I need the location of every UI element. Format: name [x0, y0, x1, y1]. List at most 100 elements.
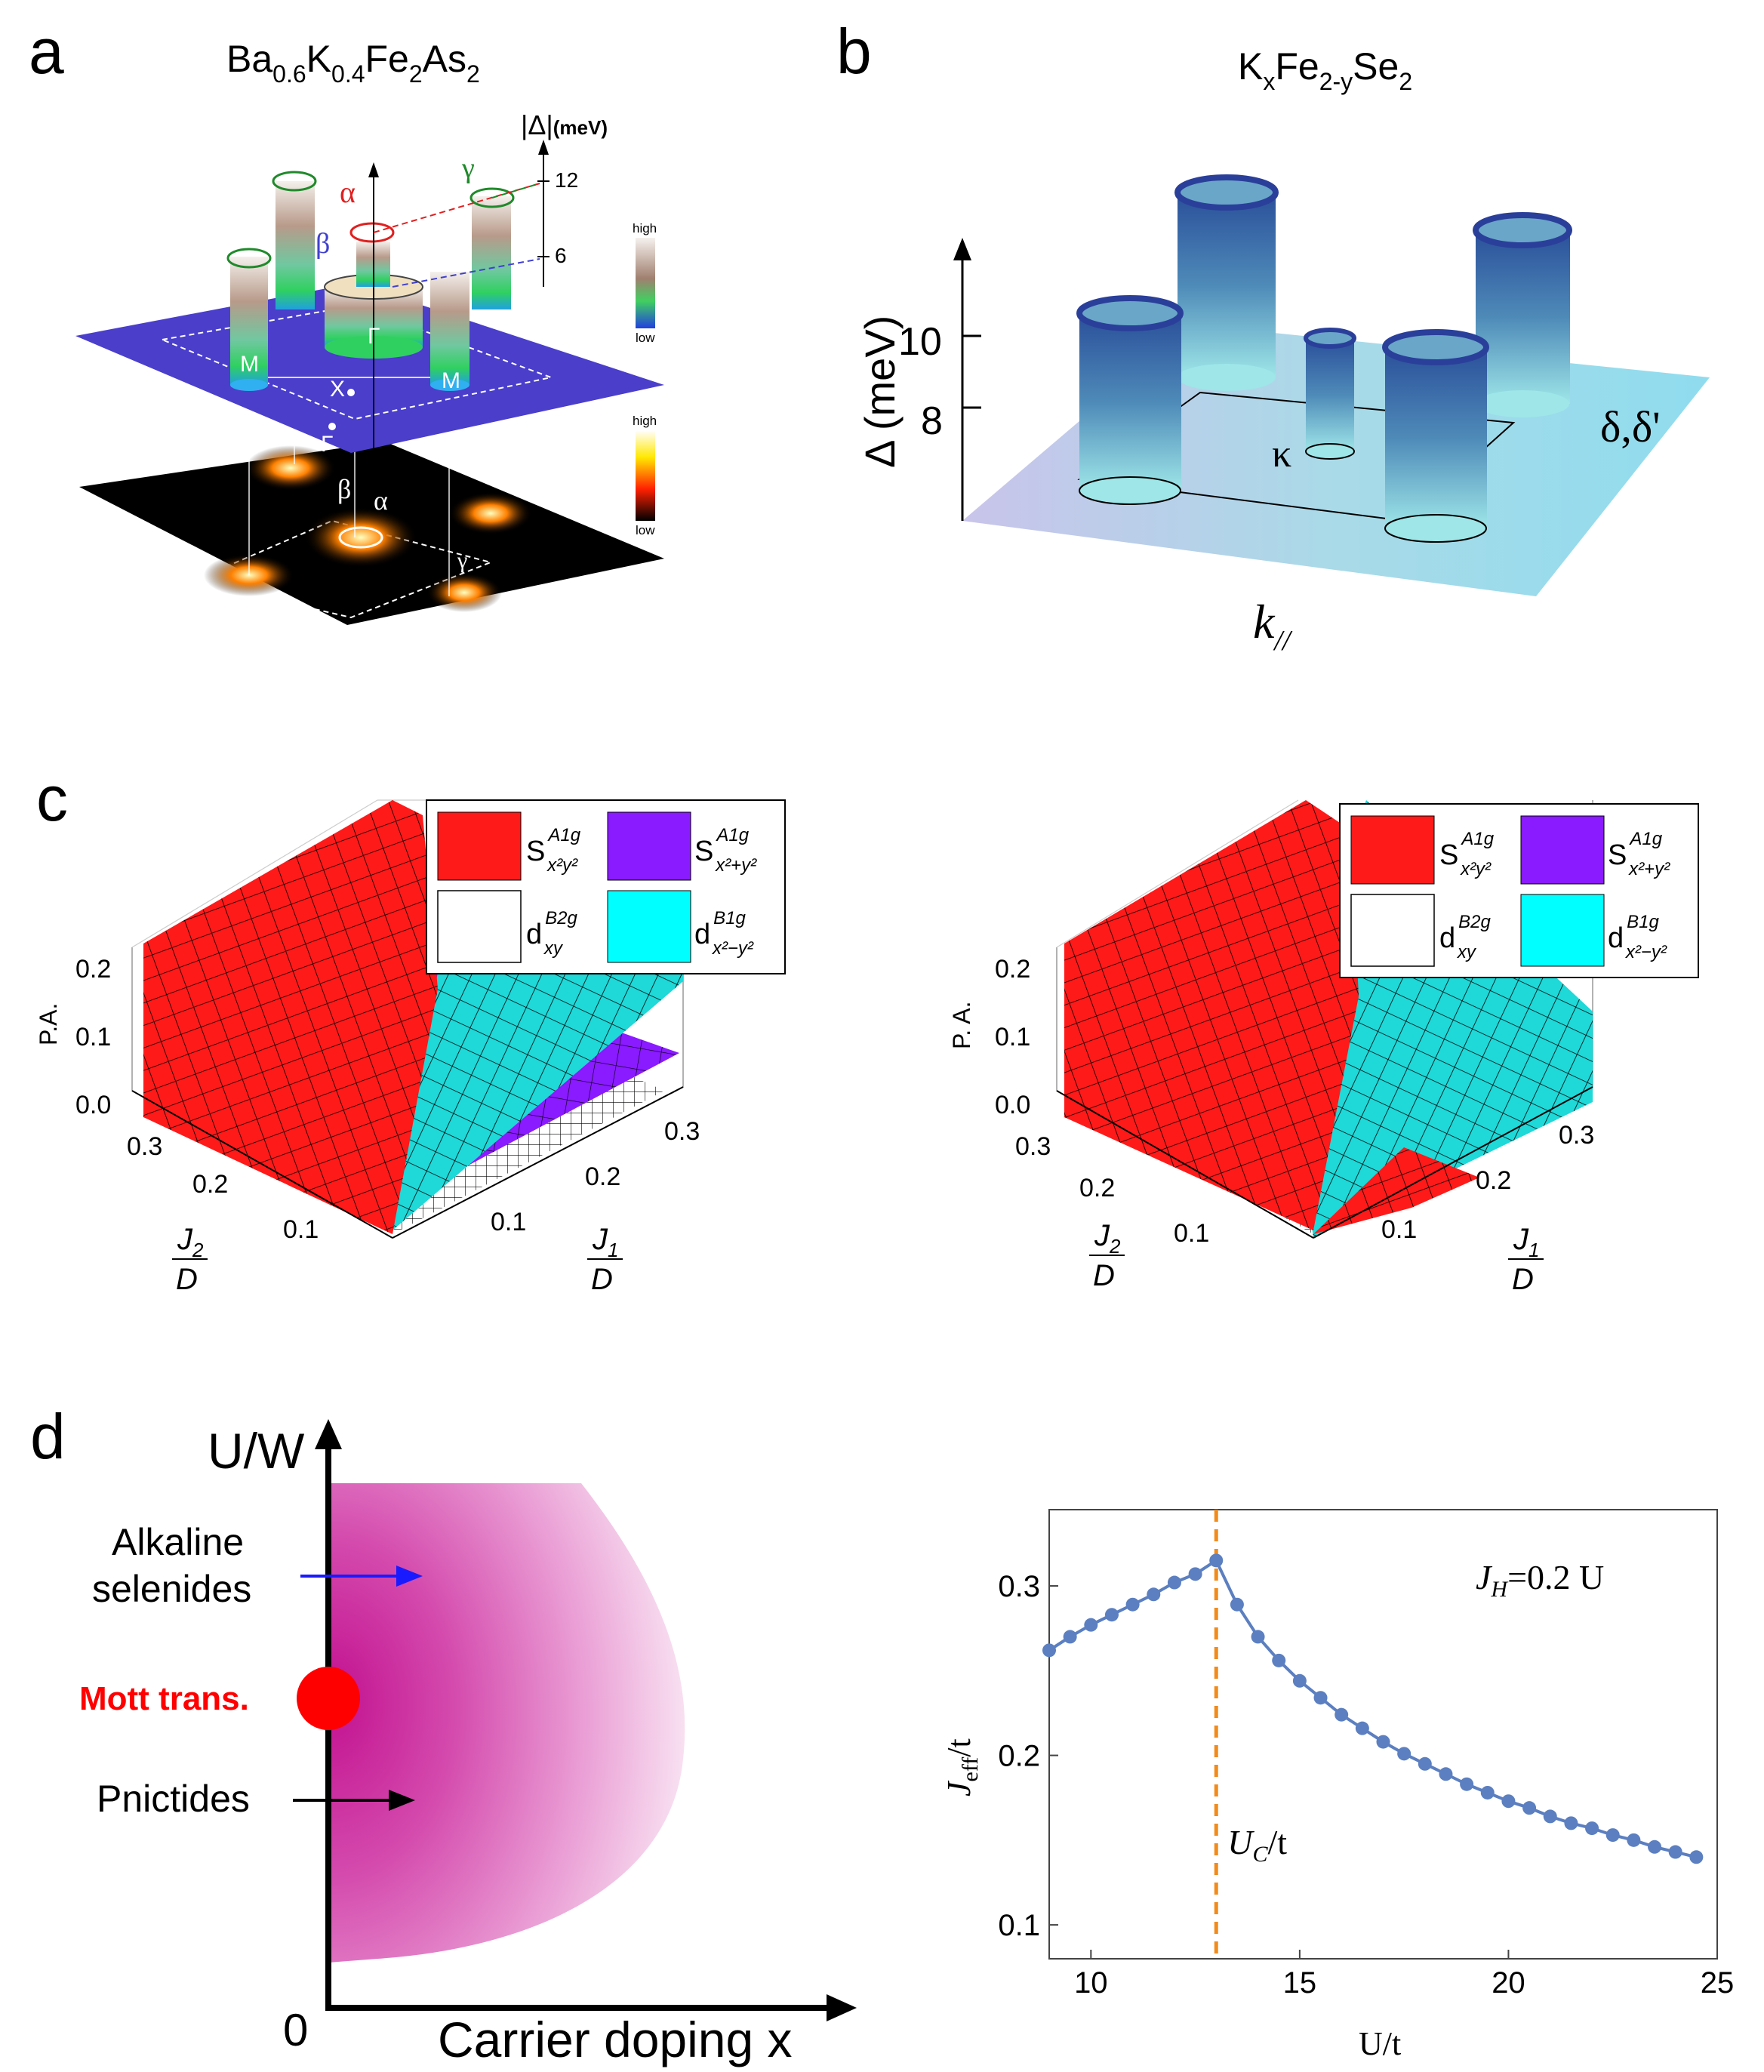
data-point	[1167, 1575, 1181, 1590]
legend-label-sx2y2: SA1g x²y²	[526, 825, 581, 876]
data-point	[1668, 1845, 1682, 1859]
gap-axis-label: |Δ|(meV)	[521, 109, 608, 140]
gap-axis-arrow	[368, 162, 379, 177]
data-point	[1125, 1597, 1140, 1612]
panel-b-label-delta: δ,δ'	[1600, 402, 1661, 451]
data-point	[1313, 1691, 1328, 1705]
arpes-spot-left	[245, 445, 336, 491]
legend-r-swatch-sx2y2	[1350, 815, 1435, 885]
alkaline-arrow-head	[396, 1566, 423, 1587]
svg-text:D: D	[591, 1263, 613, 1296]
panel-c-right-ztick-1: 0.1	[995, 1023, 1030, 1051]
arpes-spot-right	[449, 492, 532, 534]
panel-c-right-ztick-0: 0.2	[995, 955, 1030, 984]
pnictides-arrow-head	[389, 1790, 415, 1811]
panel-b-label-kappa: κ	[1272, 433, 1291, 476]
panel-b-cylinder-center-kappa	[1304, 328, 1356, 460]
panel-b-cylinder-back-right	[1473, 212, 1572, 417]
x-point-dot	[347, 389, 355, 396]
label-alpha: α	[340, 175, 356, 209]
chart-ticks: 10 15 20 25 0.3 0.2 0.1	[998, 1570, 1734, 2000]
x-tick-label: 15	[1283, 1966, 1317, 2000]
panel-b-tick-10: 10	[898, 320, 942, 364]
data-point	[1648, 1840, 1662, 1854]
gamma-gap-line	[491, 183, 540, 199]
label-gamma-low: Γ	[321, 432, 334, 457]
x-tick-label: 20	[1492, 1966, 1525, 2000]
chart-xlabel: U/t	[1359, 2025, 1401, 2062]
x-tick-label: 25	[1701, 1966, 1735, 2000]
panel-c-left-legend: SA1g x²y² SA1g x²+y² dB2g xy dB1g x²−y²	[426, 799, 786, 974]
chart-ylabel: Jeff/t	[940, 1738, 983, 1796]
gamma-ring-m-left	[226, 248, 272, 269]
ud-axis-label: U/W	[208, 1423, 305, 1479]
panel-b-tick-8: 8	[921, 399, 943, 443]
alkaline-label-line1: Alkaline	[112, 1521, 244, 1563]
data-point	[1564, 1816, 1578, 1830]
panel-label-c: c	[36, 763, 68, 834]
data-point	[1084, 1618, 1098, 1632]
data-point	[1501, 1794, 1516, 1809]
svg-text:D: D	[1512, 1263, 1534, 1296]
gap-cylinder-back-left	[276, 181, 315, 309]
x-tick-label: 10	[1074, 1966, 1108, 2000]
panel-b-cylinder-front-left	[1076, 295, 1184, 505]
jeff-series-points	[1042, 1553, 1704, 1864]
legend-r-swatch-sx2py2	[1520, 815, 1605, 885]
data-point	[1272, 1653, 1286, 1667]
bz-dashed-inner	[159, 304, 554, 420]
y-tick-label: 0.2	[998, 1740, 1040, 1773]
panel-b-cylinder-front-right	[1382, 329, 1489, 543]
panel-c-right-j1tick-0: 0.1	[1381, 1215, 1417, 1244]
arpes-label-beta: β	[337, 474, 351, 504]
panel-label-b: b	[836, 16, 872, 87]
surface-sx2y2-right	[1064, 800, 1359, 1230]
legend-r-label-sx2py2: SA1g x²+y²	[1608, 829, 1670, 879]
data-point	[1355, 1721, 1369, 1735]
legend-label-sx2py2: SA1g x²+y²	[694, 825, 757, 876]
data-point	[1585, 1821, 1599, 1836]
panel-c-right-j2tick-2: 0.1	[1174, 1219, 1209, 1248]
arpes-label-alpha: α	[374, 485, 388, 516]
label-gamma-point: Γ	[368, 324, 380, 349]
y-tick-label: 0.1	[998, 1909, 1040, 1942]
panel-c-left-j1-label: J1 D	[587, 1223, 623, 1296]
label-beta: β	[316, 228, 330, 260]
svg-text:J1: J1	[1513, 1223, 1539, 1261]
panel-c-pairing-amplitude-surfaces: P.A. 0.2 0.1 0.0 0.3 0.2 0.1 0.1 0.2 0.3…	[35, 799, 1699, 1296]
panel-d-phase-diagram: U/W Carrier doping x 0 Alkaline selenide…	[79, 1419, 857, 2067]
panel-c-left-ztick-0: 0.2	[75, 955, 111, 984]
data-point	[1188, 1567, 1202, 1581]
panel-c-right-j2-label: J2 D	[1089, 1219, 1125, 1292]
data-point	[1605, 1828, 1620, 1843]
ud-axis-arrow	[315, 1419, 342, 1449]
chart-annotation-jh: JH=0.2 U	[1476, 1558, 1604, 1602]
panel-c-right-legend: SA1g x²y² SA1g x²+y² dB2g xy dB1g x²−y²	[1339, 803, 1699, 978]
mott-label: Mott trans.	[79, 1680, 249, 1717]
data-point	[1627, 1833, 1641, 1847]
data-point	[1042, 1643, 1056, 1658]
arpes-ring-center	[338, 526, 383, 549]
legend-swatch-dxy	[437, 890, 522, 963]
colorbar-bottom-low: low	[636, 523, 655, 537]
panel-b-k-label: k//	[1253, 595, 1293, 657]
svg-text:D: D	[176, 1263, 198, 1296]
label-x-point: X	[330, 377, 345, 402]
gap-cylinder-back-right	[472, 196, 511, 309]
doping-axis-arrow	[827, 1994, 857, 2021]
brillouin-zone-plane	[75, 283, 664, 453]
origin-label: 0	[283, 2005, 308, 2055]
gap-scale-arrow	[538, 140, 549, 155]
data-point	[1460, 1777, 1474, 1791]
data-point	[1335, 1707, 1349, 1722]
gap-cylinder-m-left	[230, 257, 268, 391]
doping-axis-label: Carrier doping x	[438, 2012, 793, 2067]
panel-b-axis-label: Δ (meV)	[856, 316, 904, 468]
y-tick-label: 0.3	[998, 1570, 1040, 1603]
gamma-ring-top-right	[469, 187, 515, 208]
legend-swatch-dx2my2	[607, 890, 691, 963]
surface-sx2y2-right-inner	[1313, 1147, 1479, 1234]
svg-text:J2: J2	[177, 1223, 204, 1261]
arpes-spot-center	[304, 507, 417, 568]
panel-b-gap-axis-arrow	[953, 238, 971, 260]
